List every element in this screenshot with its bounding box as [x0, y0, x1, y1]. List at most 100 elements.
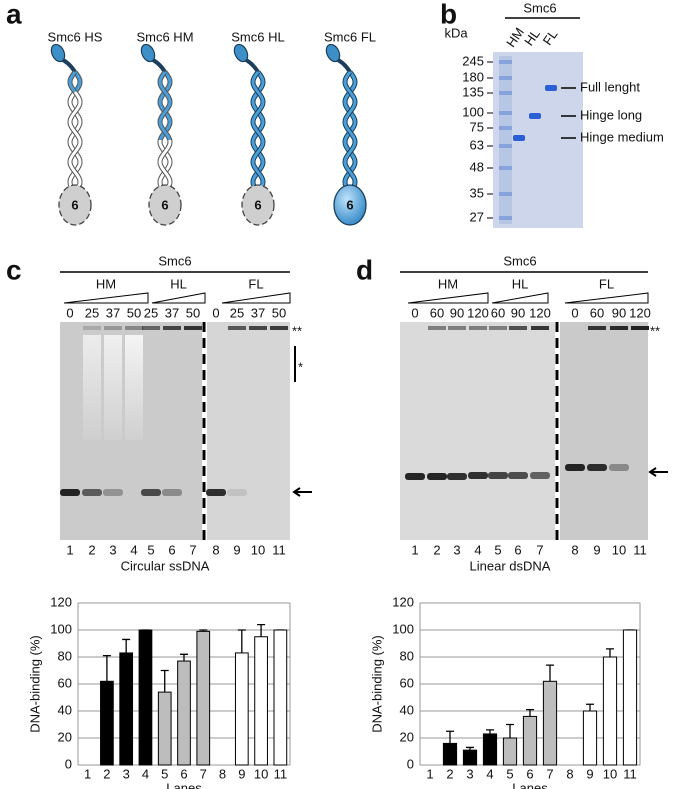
- x-tick-label: 6: [180, 766, 187, 781]
- dna-band: [60, 489, 80, 496]
- group-label: FL: [599, 276, 614, 291]
- marker-label: 245: [462, 53, 484, 68]
- error-bar: [546, 664, 554, 682]
- bar: [522, 715, 538, 766]
- error-bar: [160, 669, 169, 693]
- head-label: 6: [346, 197, 353, 212]
- error-bar: [237, 629, 246, 653]
- bar: [157, 691, 172, 766]
- lane-number: 5: [494, 542, 501, 557]
- bar: [622, 629, 638, 766]
- concentration: 50: [127, 305, 141, 320]
- bar: [602, 656, 618, 766]
- head-label: 6: [161, 197, 168, 212]
- panel-letter: a: [6, 0, 22, 29]
- marker-label: 48: [470, 159, 484, 174]
- concentration: 90: [511, 305, 525, 320]
- bar: [273, 629, 288, 766]
- y-tick-label: 20: [58, 729, 72, 744]
- wedge: [491, 292, 549, 304]
- dna-band: [82, 489, 102, 496]
- x-tick-label: 5: [161, 766, 168, 781]
- marker-label: 100: [462, 104, 484, 119]
- wedge: [63, 292, 149, 304]
- x-tick-label: 11: [623, 766, 637, 781]
- band-label: Hinge medium: [580, 129, 664, 144]
- smear: [104, 335, 122, 440]
- protein-label: Smc6: [503, 253, 536, 268]
- y-tick-label: 80: [400, 648, 414, 663]
- x-tick-label: 7: [200, 766, 207, 781]
- x-tick-label: 8: [566, 766, 573, 781]
- dna-band: [530, 472, 550, 479]
- lane-number: 5: [147, 542, 154, 557]
- ladder-band: [499, 60, 512, 64]
- dna-band: [508, 472, 528, 479]
- lane-number: 7: [536, 542, 543, 557]
- panel-letter: c: [6, 254, 22, 285]
- smear: [83, 335, 101, 440]
- hinge: [233, 43, 249, 63]
- well-band: [428, 326, 446, 330]
- x-tick-label: 10: [254, 766, 268, 781]
- dna-band: [587, 464, 607, 471]
- dna-band: [468, 472, 488, 479]
- x-tick-label: 11: [274, 766, 288, 781]
- arrow: [648, 467, 668, 477]
- y-axis-label: DNA-binding (%): [27, 635, 42, 733]
- concentration: 60: [430, 305, 444, 320]
- group-label: HL: [512, 276, 529, 291]
- lane-number: 4: [130, 542, 137, 557]
- error-bar: [526, 709, 534, 717]
- lane-number: 10: [612, 542, 626, 557]
- well-band: [249, 326, 267, 330]
- lane-number: 11: [272, 542, 286, 557]
- substrate-label: Linear dsDNA: [470, 558, 551, 573]
- x-axis-label: Lanes: [166, 780, 202, 789]
- arrow: [292, 487, 312, 497]
- lane-number: 9: [233, 542, 240, 557]
- concentration: 60: [590, 305, 604, 320]
- well-band: [531, 326, 549, 330]
- bar: [100, 680, 114, 766]
- coil-white: [68, 91, 82, 187]
- head: [333, 184, 367, 226]
- x-tick-label: 6: [526, 766, 533, 781]
- concentration: 25: [144, 305, 158, 320]
- ladder-smear: [499, 56, 512, 224]
- error-bar: [180, 653, 188, 662]
- gel: [560, 322, 648, 540]
- dna-band: [206, 489, 226, 496]
- y-tick-label: 40: [58, 702, 72, 717]
- ladder-band: [499, 166, 512, 170]
- diagram-label: Smc6 HM: [136, 29, 193, 44]
- head: [148, 184, 182, 226]
- diagram-label: Smc6 FL: [324, 29, 376, 44]
- concentration: 0: [571, 305, 578, 320]
- x-tick-label: 3: [123, 766, 130, 781]
- error-bar: [606, 648, 614, 657]
- lane-number: 11: [633, 542, 647, 557]
- y-tick-label: 80: [58, 648, 72, 663]
- error-bar: [586, 703, 594, 711]
- wedge: [564, 292, 649, 304]
- y-tick-label: 120: [50, 594, 72, 609]
- error-bar: [486, 729, 494, 734]
- concentration: 90: [450, 305, 464, 320]
- hinge: [140, 43, 156, 63]
- y-tick-label: 60: [400, 675, 414, 690]
- bar: [542, 680, 558, 766]
- protein-band: [529, 113, 541, 119]
- dna-band: [103, 489, 123, 496]
- ladder-band: [499, 144, 512, 148]
- concentration: 25: [230, 305, 244, 320]
- x-tick-label: 1: [426, 766, 433, 781]
- well-band: [448, 326, 466, 330]
- group-label: HM: [438, 276, 458, 291]
- x-tick-label: 1: [84, 766, 91, 781]
- bar: [582, 710, 598, 766]
- lane-number: 8: [571, 542, 578, 557]
- x-tick-label: 7: [546, 766, 553, 781]
- well-band: [509, 326, 527, 330]
